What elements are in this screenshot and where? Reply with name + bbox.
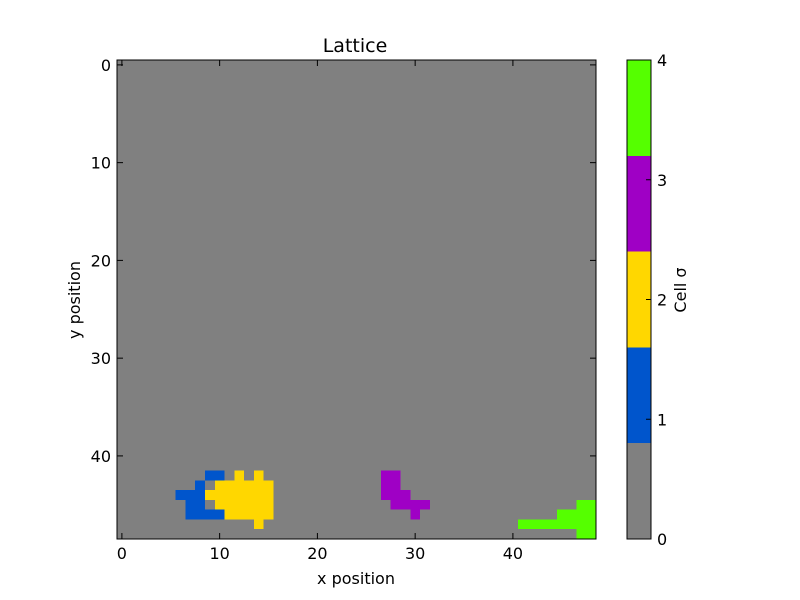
lattice-cell-sigma-1 <box>175 490 205 500</box>
plot-area <box>116 59 597 540</box>
lattice-cell-sigma-3 <box>380 470 401 481</box>
colorbar-label: Cell σ <box>671 267 690 312</box>
y-tick-label: 10 <box>91 154 111 173</box>
colorbar: 0 1 2 3 4 <box>626 51 667 549</box>
lattice-cell-sigma-3 <box>380 480 401 491</box>
x-axis-label: x position <box>317 569 395 588</box>
lattice-cell-sigma-1 <box>185 499 205 510</box>
y-axis-label: y position <box>65 261 84 339</box>
x-tick-label: 10 <box>209 544 229 563</box>
y-tick-label: 0 <box>101 56 111 75</box>
colorbar-segment <box>627 60 651 156</box>
lattice-cell-sigma-3 <box>390 499 430 510</box>
colorbar-tick-label: 3 <box>657 171 667 190</box>
lattice-cell-sigma-1 <box>185 509 225 520</box>
lattice-cell-sigma-2 <box>253 470 264 481</box>
y-tick-label: 20 <box>91 251 111 270</box>
lattice-cell-sigma-4 <box>517 519 596 530</box>
lattice-cell-sigma-2 <box>224 509 274 520</box>
colorbar-segment <box>627 443 651 539</box>
colorbar-tick-label: 2 <box>657 291 667 310</box>
lattice-cell-sigma-2 <box>204 490 274 500</box>
y-axis: 0 10 20 30 40 <box>91 56 596 466</box>
lattice-cell-sigma-2 <box>214 480 274 491</box>
y-tick-label: 30 <box>91 349 111 368</box>
lattice-cell-sigma-2 <box>234 470 245 481</box>
colorbar-segment <box>627 155 651 252</box>
x-tick-label: 0 <box>117 544 127 563</box>
x-tick-label: 30 <box>405 544 425 563</box>
x-tick-label: 20 <box>307 544 327 563</box>
plot-frame <box>116 59 597 540</box>
chart-title: Lattice <box>323 35 388 57</box>
lattice-cell-sigma-2 <box>253 519 264 530</box>
colorbar-tick-label: 0 <box>657 530 667 549</box>
lattice-background <box>117 60 596 539</box>
lattice-cell-sigma-3 <box>380 490 411 500</box>
colorbar-tick-label: 1 <box>657 410 667 429</box>
y-tick-label: 40 <box>91 447 111 466</box>
colorbar-tick-label: 4 <box>657 51 667 70</box>
lattice-cell-sigma-3 <box>410 509 421 520</box>
lattice-cell-sigma-1 <box>204 470 225 481</box>
lattice-cell-sigma-1 <box>195 480 205 491</box>
lattice-cell-sigma-4 <box>576 499 596 510</box>
lattice-cell-sigma-4 <box>556 509 596 520</box>
x-axis: 0 10 20 30 40 <box>117 60 523 563</box>
x-tick-label: 40 <box>503 544 523 563</box>
colorbar-segment <box>627 347 651 444</box>
lattice-cell-sigma-4 <box>576 529 596 539</box>
lattice-cell-sigma-2 <box>214 499 274 510</box>
